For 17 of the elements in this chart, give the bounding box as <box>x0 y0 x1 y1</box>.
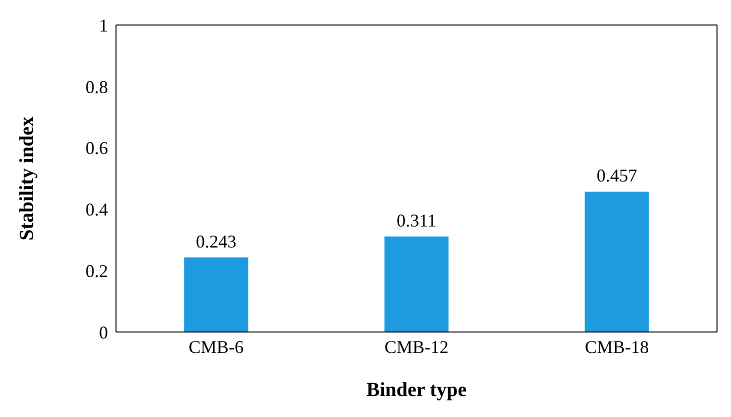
y-tick-label: 0.8 <box>86 76 108 97</box>
bar <box>184 257 248 332</box>
data-label: 0.311 <box>396 210 436 231</box>
y-tick-label: 0 <box>99 322 108 342</box>
x-tick-label: CMB-6 <box>188 336 244 357</box>
x-tick-label: CMB-12 <box>384 336 449 357</box>
bar <box>584 192 649 332</box>
x-axis-title: Binder type <box>366 379 467 401</box>
data-label: 0.243 <box>196 231 236 252</box>
y-tick-label: 0.2 <box>86 260 108 281</box>
y-axis-title: Stability index <box>16 116 38 240</box>
y-tick-label: 0.4 <box>86 200 108 220</box>
y-tick-label: 0.6 <box>86 138 108 158</box>
y-tick-label: 1 <box>99 15 108 36</box>
x-tick-label: CMB-18 <box>584 336 649 357</box>
bar <box>384 236 449 332</box>
data-label: 0.457 <box>596 166 638 186</box>
